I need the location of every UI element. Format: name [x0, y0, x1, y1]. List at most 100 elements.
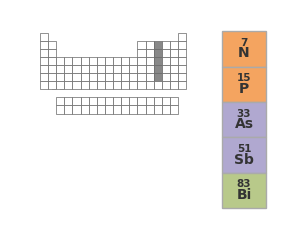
Bar — [137, 57, 146, 65]
Bar — [80, 57, 89, 65]
Bar — [170, 97, 178, 105]
Bar — [170, 41, 178, 49]
Bar — [121, 81, 129, 89]
Bar — [89, 97, 97, 105]
Bar — [64, 57, 72, 65]
Bar — [129, 97, 137, 105]
Bar — [48, 41, 56, 49]
Bar — [178, 81, 186, 89]
Bar — [162, 49, 170, 57]
Bar — [40, 41, 48, 49]
Bar — [154, 41, 162, 49]
Bar — [97, 73, 105, 81]
Bar — [48, 57, 56, 65]
Bar — [72, 81, 80, 89]
Bar — [113, 65, 121, 73]
Text: 15: 15 — [237, 73, 251, 83]
Bar — [72, 65, 80, 73]
Bar — [129, 105, 137, 114]
Text: Bi: Bi — [236, 188, 252, 202]
Bar — [137, 105, 146, 114]
Bar — [121, 105, 129, 114]
Bar — [222, 66, 266, 102]
Bar — [56, 57, 64, 65]
Bar — [56, 105, 64, 114]
Bar — [222, 102, 266, 137]
Bar — [48, 49, 56, 57]
Bar — [56, 81, 64, 89]
Bar — [154, 73, 162, 81]
Bar — [40, 65, 48, 73]
Bar — [146, 57, 154, 65]
Bar — [97, 97, 105, 105]
Bar — [137, 97, 146, 105]
Bar — [154, 97, 162, 105]
Bar — [113, 105, 121, 114]
Bar — [40, 57, 48, 65]
Bar — [97, 65, 105, 73]
Bar — [72, 97, 80, 105]
Bar — [121, 65, 129, 73]
Bar — [162, 73, 170, 81]
Bar — [170, 73, 178, 81]
Bar — [222, 173, 266, 208]
Text: 33: 33 — [237, 109, 251, 119]
Bar — [162, 41, 170, 49]
Bar — [80, 105, 89, 114]
Bar — [146, 81, 154, 89]
Bar — [40, 73, 48, 81]
Bar — [97, 105, 105, 114]
Bar — [162, 81, 170, 89]
Bar — [48, 65, 56, 73]
Bar — [80, 97, 89, 105]
Bar — [146, 105, 154, 114]
Bar — [80, 81, 89, 89]
Text: 83: 83 — [237, 180, 251, 189]
Bar — [105, 97, 113, 105]
Bar — [56, 97, 64, 105]
Bar — [137, 73, 146, 81]
Bar — [48, 81, 56, 89]
Text: 7: 7 — [240, 38, 248, 48]
Bar — [72, 57, 80, 65]
Bar — [162, 65, 170, 73]
Text: P: P — [239, 82, 249, 96]
Bar — [40, 81, 48, 89]
Bar — [154, 49, 162, 57]
Bar — [105, 57, 113, 65]
Bar — [222, 31, 266, 66]
Bar — [121, 97, 129, 105]
Bar — [162, 105, 170, 114]
Bar — [113, 73, 121, 81]
Bar — [113, 97, 121, 105]
Bar — [64, 73, 72, 81]
Bar — [146, 73, 154, 81]
Bar — [64, 97, 72, 105]
Bar — [170, 49, 178, 57]
Bar — [40, 49, 48, 57]
Bar — [48, 73, 56, 81]
Bar — [146, 41, 154, 49]
Bar — [121, 73, 129, 81]
Bar — [40, 33, 48, 41]
Text: 51: 51 — [237, 144, 251, 154]
Bar — [178, 49, 186, 57]
Bar — [113, 81, 121, 89]
Bar — [121, 57, 129, 65]
Bar — [162, 97, 170, 105]
Bar — [154, 57, 162, 65]
Bar — [129, 57, 137, 65]
Bar — [178, 73, 186, 81]
Bar — [105, 73, 113, 81]
Bar — [170, 105, 178, 114]
Bar — [89, 105, 97, 114]
Bar — [89, 57, 97, 65]
Bar — [129, 81, 137, 89]
Bar — [89, 81, 97, 89]
Bar — [89, 65, 97, 73]
Bar — [170, 57, 178, 65]
Bar — [170, 81, 178, 89]
Bar — [129, 65, 137, 73]
Bar — [146, 49, 154, 57]
Bar — [80, 65, 89, 73]
